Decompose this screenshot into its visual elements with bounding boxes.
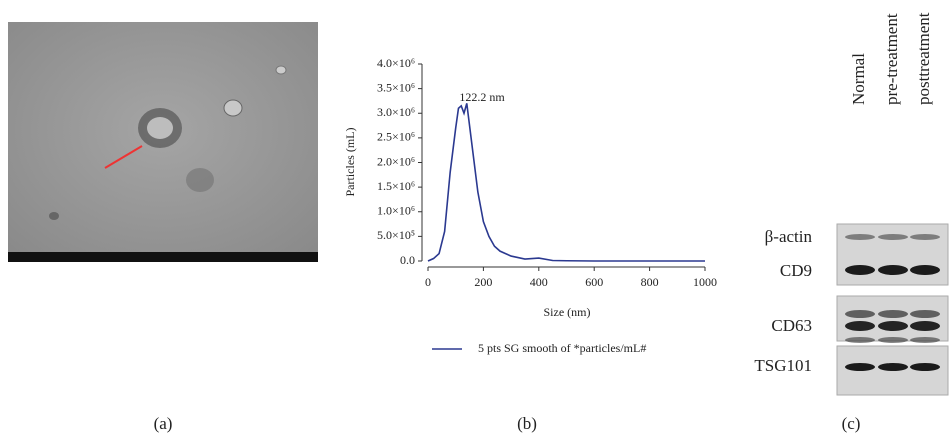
band xyxy=(845,265,875,275)
panel-label: (a) xyxy=(154,414,173,433)
panel-label: (c) xyxy=(842,414,861,433)
legend-label: 5 pts SG smooth of *particles/mL# xyxy=(478,341,646,355)
band xyxy=(910,234,940,240)
panel-label: (b) xyxy=(517,414,537,433)
western-blot: Normal pre-treatment posttreatment β-actin C… xyxy=(754,12,949,396)
band xyxy=(845,310,875,318)
x-tick-label: 800 xyxy=(641,275,659,289)
band xyxy=(845,363,875,371)
band xyxy=(910,337,940,343)
y-tick-label: 1.0×10⁶ xyxy=(377,204,415,218)
row-label: CD63 xyxy=(771,316,812,335)
row-label: β-actin xyxy=(765,227,813,246)
x-tick-label: 600 xyxy=(585,275,603,289)
band xyxy=(910,363,940,371)
band xyxy=(878,363,908,371)
x-tick-label: 1000 xyxy=(693,275,717,289)
y-tick-label: 3.0×10⁶ xyxy=(377,105,415,119)
y-tick-label: 3.5×10⁶ xyxy=(377,80,415,94)
lane-label: pre-treatment xyxy=(882,13,901,105)
y-axis-label: Particles (mL) xyxy=(343,128,357,197)
data-line xyxy=(427,103,705,262)
y-tick-label: 2.0×10⁶ xyxy=(377,154,415,168)
y-tick-label: 5.0×10⁵ xyxy=(377,228,415,242)
blot-box xyxy=(836,295,949,342)
band xyxy=(845,337,875,343)
band xyxy=(878,234,908,240)
x-tick-label: 400 xyxy=(530,275,548,289)
band xyxy=(845,321,875,331)
x-tick-label: 200 xyxy=(474,275,492,289)
y-tick-label: 4.0×10⁶ xyxy=(377,56,415,70)
row-label: TSG101 xyxy=(754,356,812,375)
lane-label: posttreatment xyxy=(914,12,933,105)
band xyxy=(878,321,908,331)
x-axis-label: Size (nm) xyxy=(544,305,591,319)
tem-image xyxy=(8,22,318,262)
band xyxy=(878,310,908,318)
band xyxy=(910,321,940,331)
band xyxy=(878,337,908,343)
x-tick-label: 0 xyxy=(425,275,431,289)
y-tick-label: 0.0 xyxy=(400,253,415,267)
band xyxy=(878,265,908,275)
band xyxy=(910,265,940,275)
band xyxy=(845,234,875,240)
y-tick-label: 1.5×10⁶ xyxy=(377,179,415,193)
annotation: 122.2 nm xyxy=(459,90,505,104)
y-tick-label: 2.5×10⁶ xyxy=(377,130,415,144)
band xyxy=(910,310,940,318)
blot-box xyxy=(836,223,949,286)
row-label: CD9 xyxy=(780,261,812,280)
lane-label: Normal xyxy=(849,53,868,105)
